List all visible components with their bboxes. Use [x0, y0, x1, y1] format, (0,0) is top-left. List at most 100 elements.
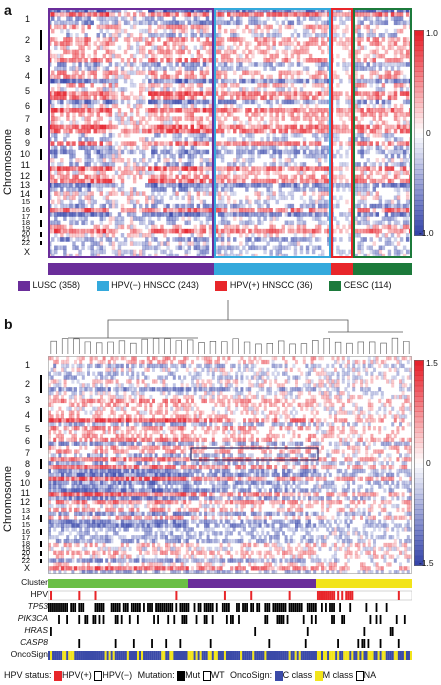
heatmap-cell	[290, 20, 295, 26]
heatmap-cell	[384, 133, 389, 138]
heatmap-cell	[139, 208, 143, 213]
heatmap-cell	[251, 233, 255, 238]
heatmap-cell	[51, 158, 55, 163]
heatmap-cell	[75, 120, 79, 126]
heatmap-cell	[87, 237, 91, 242]
heatmap-cell	[178, 58, 182, 63]
heatmap-cell	[84, 228, 88, 234]
dendrogram-branch	[346, 342, 353, 354]
heatmap-cell	[217, 199, 222, 205]
heatmap-cell	[81, 45, 85, 51]
heatmap-cell	[384, 62, 389, 67]
heatmap-cell	[208, 216, 213, 221]
heatmap-cell	[375, 49, 380, 55]
heatmap-cell	[345, 149, 349, 155]
heatmap-cell	[217, 99, 222, 105]
heatmap-cell	[157, 91, 161, 96]
heatmap-cell	[190, 228, 194, 234]
heatmap-cell	[317, 62, 322, 67]
heatmap-cell	[51, 16, 55, 21]
heatmap-cell	[169, 33, 173, 38]
heatmap-cell	[254, 178, 258, 184]
heatmap-cell	[257, 191, 261, 196]
heatmap-cell	[61, 468, 64, 474]
heatmap-cell	[266, 12, 270, 17]
heatmap-cell	[135, 66, 140, 71]
heatmap-cell	[317, 70, 322, 76]
heatmap-cell	[230, 33, 234, 38]
heatmap-cell	[254, 141, 258, 146]
heatmap-cell	[51, 91, 55, 96]
heatmap-cell	[369, 58, 373, 63]
heatmap-cell	[281, 149, 285, 155]
heatmap-cell	[293, 133, 298, 138]
heatmap-cell	[66, 237, 70, 242]
heatmap-cell	[311, 58, 316, 63]
heatmap-cell	[126, 195, 131, 201]
heatmap-cell	[114, 112, 119, 117]
heatmap-cell	[254, 253, 258, 258]
heatmap-cell	[190, 141, 194, 146]
heatmap-cell	[266, 203, 270, 209]
heatmap-cell	[66, 103, 70, 109]
heatmap-cell	[317, 199, 322, 205]
heatmap-cell	[55, 535, 59, 540]
heatmap-cell	[135, 145, 140, 151]
heatmap-cell	[57, 128, 61, 134]
heatmap-cell	[132, 24, 137, 30]
heatmap-cell	[378, 228, 383, 234]
heatmap-cell	[199, 91, 204, 96]
heatmap-cell	[126, 199, 131, 205]
chromosome-label: 5	[24, 423, 30, 434]
heatmap-cell	[230, 83, 234, 88]
heatmap-cell	[381, 183, 386, 188]
heatmap-cell	[305, 24, 310, 30]
heatmap-cell	[172, 166, 176, 171]
heatmap-cell	[99, 237, 103, 242]
heatmap-cell	[217, 249, 222, 255]
heatmap-cell	[217, 33, 222, 38]
heatmap-cell	[354, 62, 358, 67]
heatmap-cell	[81, 70, 85, 76]
heatmap-cell	[75, 162, 79, 167]
heatmap-cell	[354, 99, 358, 105]
heatmap-cell	[299, 49, 304, 55]
heatmap-cell	[166, 45, 170, 51]
heatmap-cell	[266, 16, 270, 21]
heatmap-cell	[278, 103, 282, 109]
heatmap-cell	[257, 199, 261, 205]
heatmap-cell	[87, 149, 91, 155]
heatmap-cell	[63, 457, 67, 462]
heatmap-cell	[139, 87, 143, 92]
heatmap-cell	[148, 174, 152, 180]
heatmap-cell	[72, 208, 76, 213]
heatmap-cell	[151, 137, 155, 142]
heatmap-cell	[251, 8, 255, 13]
heatmap-cell	[402, 45, 407, 51]
heatmap-cell	[160, 228, 164, 234]
heatmap-cell	[202, 187, 207, 192]
heatmap-cell	[402, 178, 407, 184]
heatmap-cell	[311, 170, 316, 176]
heatmap-cell	[190, 8, 194, 13]
heatmap-cell	[251, 145, 255, 151]
heatmap-cell	[308, 187, 313, 192]
heatmap-cell	[278, 183, 282, 188]
heatmap-cell	[205, 58, 210, 63]
heatmap-cell	[239, 220, 243, 226]
heatmap-cell	[169, 83, 173, 88]
heatmap-cell	[157, 183, 161, 188]
heatmap-cell	[251, 112, 255, 117]
heatmap-cell	[87, 8, 91, 13]
heatmap-cell	[257, 237, 261, 242]
heatmap-cell	[202, 137, 207, 142]
heatmap-cell	[53, 426, 57, 431]
heatmap-cell	[190, 208, 194, 213]
heatmap-cell	[190, 91, 194, 96]
heatmap-cell	[348, 62, 352, 67]
heatmap-cell	[166, 62, 170, 67]
heatmap-cell	[58, 562, 62, 567]
heatmap-cell	[93, 170, 97, 176]
heatmap-cell	[199, 212, 204, 217]
heatmap-cell	[302, 153, 307, 159]
